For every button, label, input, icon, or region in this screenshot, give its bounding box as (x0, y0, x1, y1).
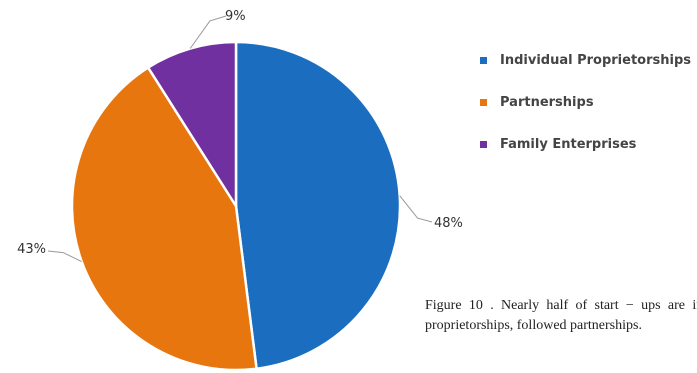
data-label-individual-proprietorships: 48% (434, 216, 463, 231)
legend-label-family-enterprises: Family Enterprises (500, 136, 637, 152)
data-label-partnerships: 43% (17, 242, 46, 257)
pie-slice-family-enterprises (146, 40, 238, 211)
figure-caption: Figure 10 . Nearly half of start − ups a… (425, 298, 697, 333)
legend-item-partnerships: Partnerships (480, 92, 691, 112)
legend-item-individual-proprietorships: Individual Proprietorships (480, 50, 691, 70)
data-label-family-enterprises: 9% (225, 9, 246, 24)
legend-item-family-enterprises: Family Enterprises (480, 134, 691, 154)
legend: Individual Proprietorships Partnerships … (480, 50, 691, 176)
legend-swatch-individual-proprietorships (480, 56, 487, 64)
leader-line-2 (189, 15, 227, 49)
legend-label-partnerships: Partnerships (500, 94, 594, 110)
legend-swatch-family-enterprises (480, 140, 487, 148)
leader-line-0 (399, 195, 433, 223)
legend-label-individual-proprietorships: Individual Proprietorships (500, 52, 692, 68)
legend-swatch-partnerships (480, 98, 487, 106)
leader-line-1 (47, 250, 82, 263)
pie-slice-individual-proprietorships (234, 40, 402, 371)
